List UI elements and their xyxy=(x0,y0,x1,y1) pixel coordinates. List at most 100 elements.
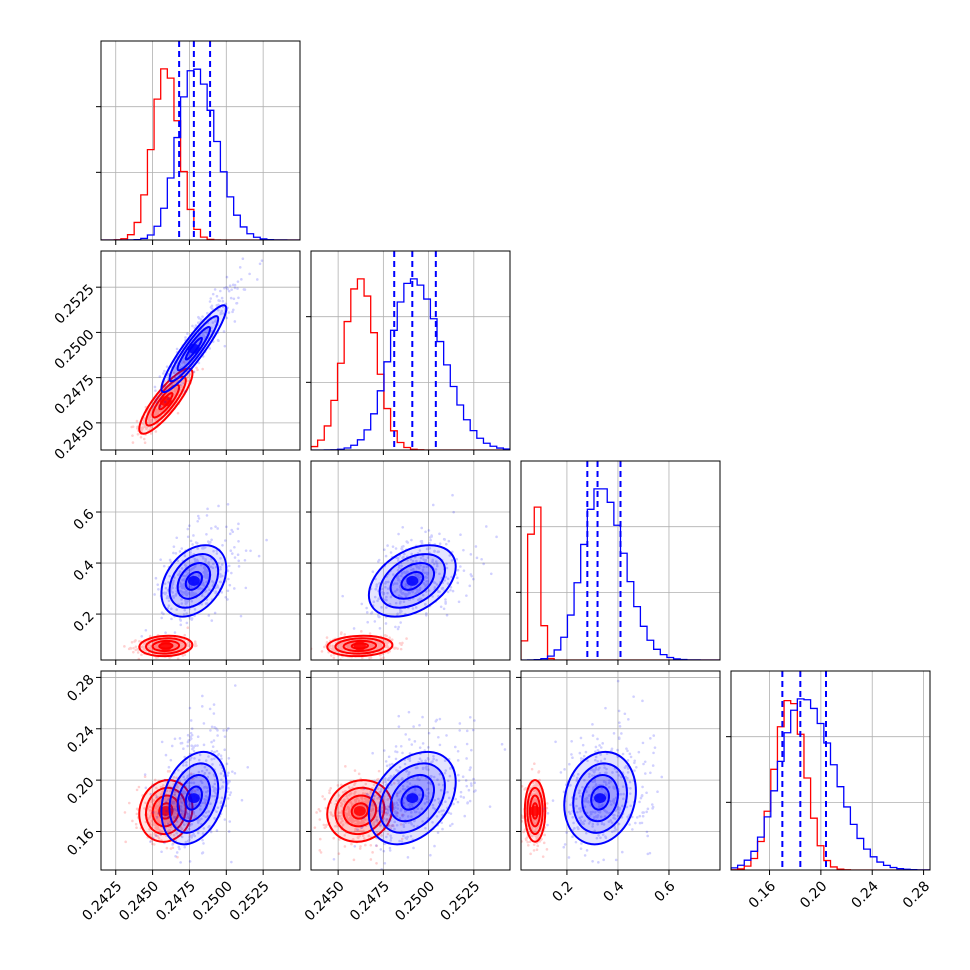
scatter-point xyxy=(446,582,450,585)
scatter-point xyxy=(579,736,583,740)
scatter-point xyxy=(413,810,417,814)
scatter-point xyxy=(202,546,205,550)
scatter-point xyxy=(197,770,201,774)
scatter-point xyxy=(154,409,158,412)
scatter-point xyxy=(421,742,425,745)
scatter-point xyxy=(143,417,146,420)
scatter-point xyxy=(152,799,156,802)
scatter-point xyxy=(441,586,445,590)
scatter-point xyxy=(424,759,427,763)
scatter-point xyxy=(599,746,603,749)
scatter-point xyxy=(395,823,399,827)
scatter-point xyxy=(210,619,214,622)
scatter-point xyxy=(180,598,183,601)
scatter-point xyxy=(626,776,629,780)
scatter-point xyxy=(387,808,390,812)
scatter-point xyxy=(325,823,329,827)
scatter-point xyxy=(334,824,337,828)
scatter-point xyxy=(170,607,173,611)
scatter-point xyxy=(186,733,190,737)
scatter-point xyxy=(431,558,435,562)
scatter-point xyxy=(380,809,384,813)
scatter-point xyxy=(189,803,193,806)
scatter-point xyxy=(400,572,404,575)
scatter-point xyxy=(168,829,171,832)
scatter-point xyxy=(433,550,436,553)
scatter-point xyxy=(227,779,230,783)
scatter-point xyxy=(246,766,250,769)
scatter-point xyxy=(421,593,425,597)
scatter-point xyxy=(205,569,209,572)
scatter-point xyxy=(260,259,264,262)
scatter-point xyxy=(237,296,240,300)
scatter-point xyxy=(183,812,187,815)
scatter-point xyxy=(196,541,199,545)
scatter-point xyxy=(151,404,155,408)
scatter-point xyxy=(217,308,220,312)
scatter-point xyxy=(414,606,418,609)
scatter-point xyxy=(384,760,388,763)
scatter-point xyxy=(339,821,343,824)
scatter-point xyxy=(613,801,616,805)
scatter-point xyxy=(466,801,469,804)
scatter-point xyxy=(605,810,608,814)
scatter-point xyxy=(401,591,405,595)
histogram-red xyxy=(101,68,300,240)
scatter-point xyxy=(191,747,194,751)
scatter-point xyxy=(372,822,375,826)
scatter-point xyxy=(167,820,171,824)
scatter-point xyxy=(399,807,403,811)
scatter-point xyxy=(634,765,638,769)
scatter-point xyxy=(401,641,404,645)
scatter-point xyxy=(621,785,625,788)
scatter-point xyxy=(135,419,139,423)
scatter-point xyxy=(396,569,400,572)
scatter-point xyxy=(179,800,183,803)
scatter-point xyxy=(184,813,187,817)
scatter-point xyxy=(186,799,190,803)
scatter-point xyxy=(231,310,234,314)
scatter-point xyxy=(138,639,141,643)
scatter-point xyxy=(155,643,158,647)
panel-frame xyxy=(100,670,301,871)
scatter-point xyxy=(204,558,208,561)
scatter-point xyxy=(374,587,378,591)
contour-red xyxy=(334,637,386,655)
scatter-point xyxy=(158,828,162,832)
scatter-point xyxy=(384,645,388,648)
scatter-point xyxy=(394,601,398,605)
scatter-point xyxy=(174,388,177,391)
scatter-point xyxy=(164,813,167,817)
scatter-point xyxy=(160,829,163,833)
scatter-point xyxy=(160,611,164,614)
density-core-red xyxy=(159,396,172,407)
scatter-point xyxy=(587,800,590,804)
scatter-point xyxy=(202,334,206,337)
scatter-point xyxy=(172,371,176,374)
scatter-point xyxy=(452,802,455,806)
scatter-point xyxy=(362,816,365,820)
scatter-point xyxy=(364,800,367,804)
scatter-point xyxy=(192,781,196,785)
scatter-point xyxy=(343,633,347,636)
scatter-point xyxy=(530,827,534,830)
y-tick-label: 0.2500 xyxy=(52,327,98,373)
scatter-point xyxy=(540,837,543,841)
scatter-point xyxy=(340,811,343,814)
scatter-point xyxy=(360,602,364,606)
scatter-point xyxy=(194,814,197,818)
scatter-point xyxy=(434,568,438,571)
scatter-point xyxy=(176,785,179,789)
scatter-point xyxy=(591,825,594,828)
scatter-point xyxy=(597,810,601,814)
scatter-point xyxy=(583,800,586,803)
scatter-point xyxy=(397,532,400,536)
scatter-point xyxy=(575,804,578,808)
scatter-point xyxy=(184,840,188,844)
scatter-point xyxy=(336,817,340,820)
scatter-point xyxy=(408,756,412,760)
scatter-point xyxy=(206,540,210,543)
scatter-point xyxy=(199,808,202,811)
scatter-point xyxy=(617,774,621,777)
scatter-point xyxy=(427,791,430,795)
